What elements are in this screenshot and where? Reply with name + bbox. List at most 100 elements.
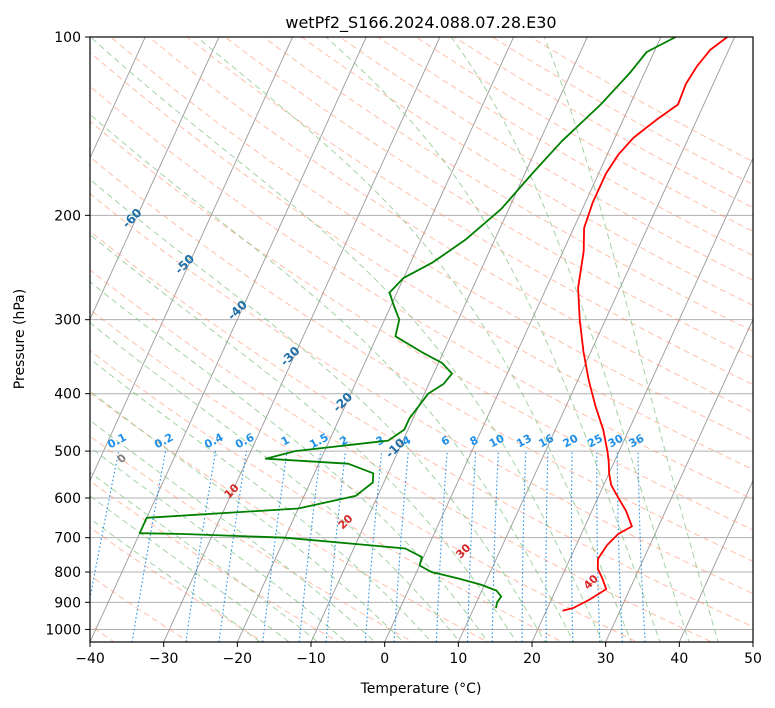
dry-adiabats — [90, 37, 753, 642]
mixing-ratio-line — [393, 451, 409, 642]
y-axis-label: Pressure (hPa) — [12, 289, 28, 389]
mixing-ratio-line — [364, 451, 383, 642]
x-tick-label: −20 — [223, 651, 253, 667]
y-axis-ticks: 100 200 300 400 500 600 700 800 900 1000 — [45, 30, 90, 638]
x-tick-label: 30 — [597, 651, 615, 667]
mixing-ratio-line — [262, 451, 288, 642]
x-tick-label: 40 — [670, 651, 688, 667]
dry-adiabat — [90, 526, 265, 642]
x-tick-label: 50 — [744, 651, 762, 667]
mixing-ratio-line — [185, 451, 217, 642]
dry-adiabat — [90, 392, 489, 642]
skewed-isotherms — [90, 37, 753, 642]
moist-adiabat — [90, 517, 262, 642]
x-tick-label: −40 — [75, 651, 105, 667]
moist-adiabats — [90, 37, 719, 642]
dry-adiabat — [90, 120, 753, 531]
mixing-ratio-label: 20 — [561, 432, 581, 451]
mixing-ratio-line — [131, 450, 167, 642]
mixing-ratio-label: 30 — [606, 432, 626, 451]
dry-adiabat — [90, 156, 753, 562]
dry-adiabat — [186, 37, 753, 386]
moist-adiabat — [325, 37, 661, 642]
mixing-ratio-line — [491, 451, 499, 642]
mixing-ratio-label: 25 — [585, 432, 605, 451]
y-tick-label: 300 — [54, 313, 81, 329]
plot-frame — [89, 36, 754, 643]
moist-adiabat — [450, 37, 690, 642]
dry-adiabat — [90, 480, 340, 642]
dry-adiabat — [109, 37, 753, 442]
moist-adiabat — [90, 113, 575, 642]
dry-adiabat — [90, 230, 753, 628]
mixing-ratio-line — [435, 451, 448, 642]
y-tick-label: 1000 — [45, 622, 81, 638]
dry-adiabat — [90, 51, 753, 471]
moist-adiabat — [90, 419, 376, 642]
mixing-ratio-line — [298, 451, 322, 642]
isotherm-line — [384, 37, 662, 642]
y-tick-label: 200 — [54, 208, 81, 224]
isotherm-line — [90, 37, 220, 321]
y-tick-label: 600 — [54, 491, 81, 507]
mixing-ratio-label: 10 — [487, 432, 507, 451]
isotherm-line — [310, 37, 588, 642]
y-tick-label: 700 — [54, 531, 81, 547]
isotherm-line — [90, 37, 367, 642]
isotherm-line — [236, 37, 515, 642]
mixing-ratio-line — [325, 451, 347, 642]
y-tick-label: 800 — [54, 565, 81, 581]
y-tick-label: 100 — [54, 30, 81, 46]
moist-adiabat — [90, 495, 290, 642]
isotherm-line — [531, 156, 753, 642]
pressure-gridlines — [90, 37, 753, 630]
isotherm-line — [90, 37, 294, 482]
mixing-ratio-line — [218, 451, 247, 642]
temperature-profile-line — [562, 37, 728, 612]
x-tick-label: 20 — [523, 651, 541, 667]
x-tick-label: 10 — [449, 651, 467, 667]
moist-adiabat — [90, 178, 546, 642]
isotherm-line — [605, 318, 753, 642]
moist-adiabat — [90, 471, 319, 642]
dry-adiabat — [90, 193, 753, 595]
mixing-ratio-label: 36 — [627, 432, 647, 451]
y-tick-label: 500 — [54, 444, 81, 460]
isotherm-line — [163, 37, 441, 642]
mixing-ratio-line — [466, 451, 477, 642]
moist-adiabat — [196, 37, 632, 642]
x-tick-label: −10 — [296, 651, 326, 667]
dry-adiabat — [90, 349, 564, 642]
mixing-ratio-lines — [90, 450, 646, 642]
mixing-ratio-line — [570, 451, 574, 642]
moist-adiabat — [543, 37, 719, 642]
dewpoint-profile-line — [138, 37, 677, 609]
mixing-ratio-line — [545, 451, 549, 642]
moist-adiabat — [90, 233, 518, 642]
plot-area: 0.10.20.40.611.52346810131620253036-100-… — [90, 37, 753, 642]
mixing-ratio-line — [637, 451, 646, 642]
chart-title: wetPf2_S166.2024.088.07.28.E30 — [285, 13, 556, 33]
moist-adiabat — [90, 37, 603, 642]
x-tick-label: 0 — [380, 651, 389, 667]
moist-adiabat — [90, 322, 461, 642]
moist-adiabat — [90, 390, 404, 642]
x-axis-label: Temperature (°C) — [360, 681, 482, 697]
x-tick-label: −30 — [149, 651, 179, 667]
mixing-ratio-label: 16 — [536, 432, 556, 451]
mixing-ratio-line — [521, 451, 527, 642]
isotherm-line — [457, 37, 736, 642]
moist-adiabat — [90, 281, 489, 642]
x-axis-ticks: −40 −30 −20 −10 0 10 20 30 40 50 — [75, 642, 762, 667]
dry-adiabat — [90, 435, 414, 642]
y-tick-label: 400 — [54, 387, 81, 403]
moist-adiabat — [90, 358, 433, 642]
isotherm-line — [90, 37, 146, 160]
dry-adiabat — [300, 37, 753, 307]
y-tick-label: 900 — [54, 595, 81, 611]
mixing-ratio-line — [596, 451, 601, 642]
dry-adiabat — [90, 85, 753, 500]
data-series — [138, 37, 728, 612]
mixing-ratio-label: 13 — [514, 432, 534, 451]
